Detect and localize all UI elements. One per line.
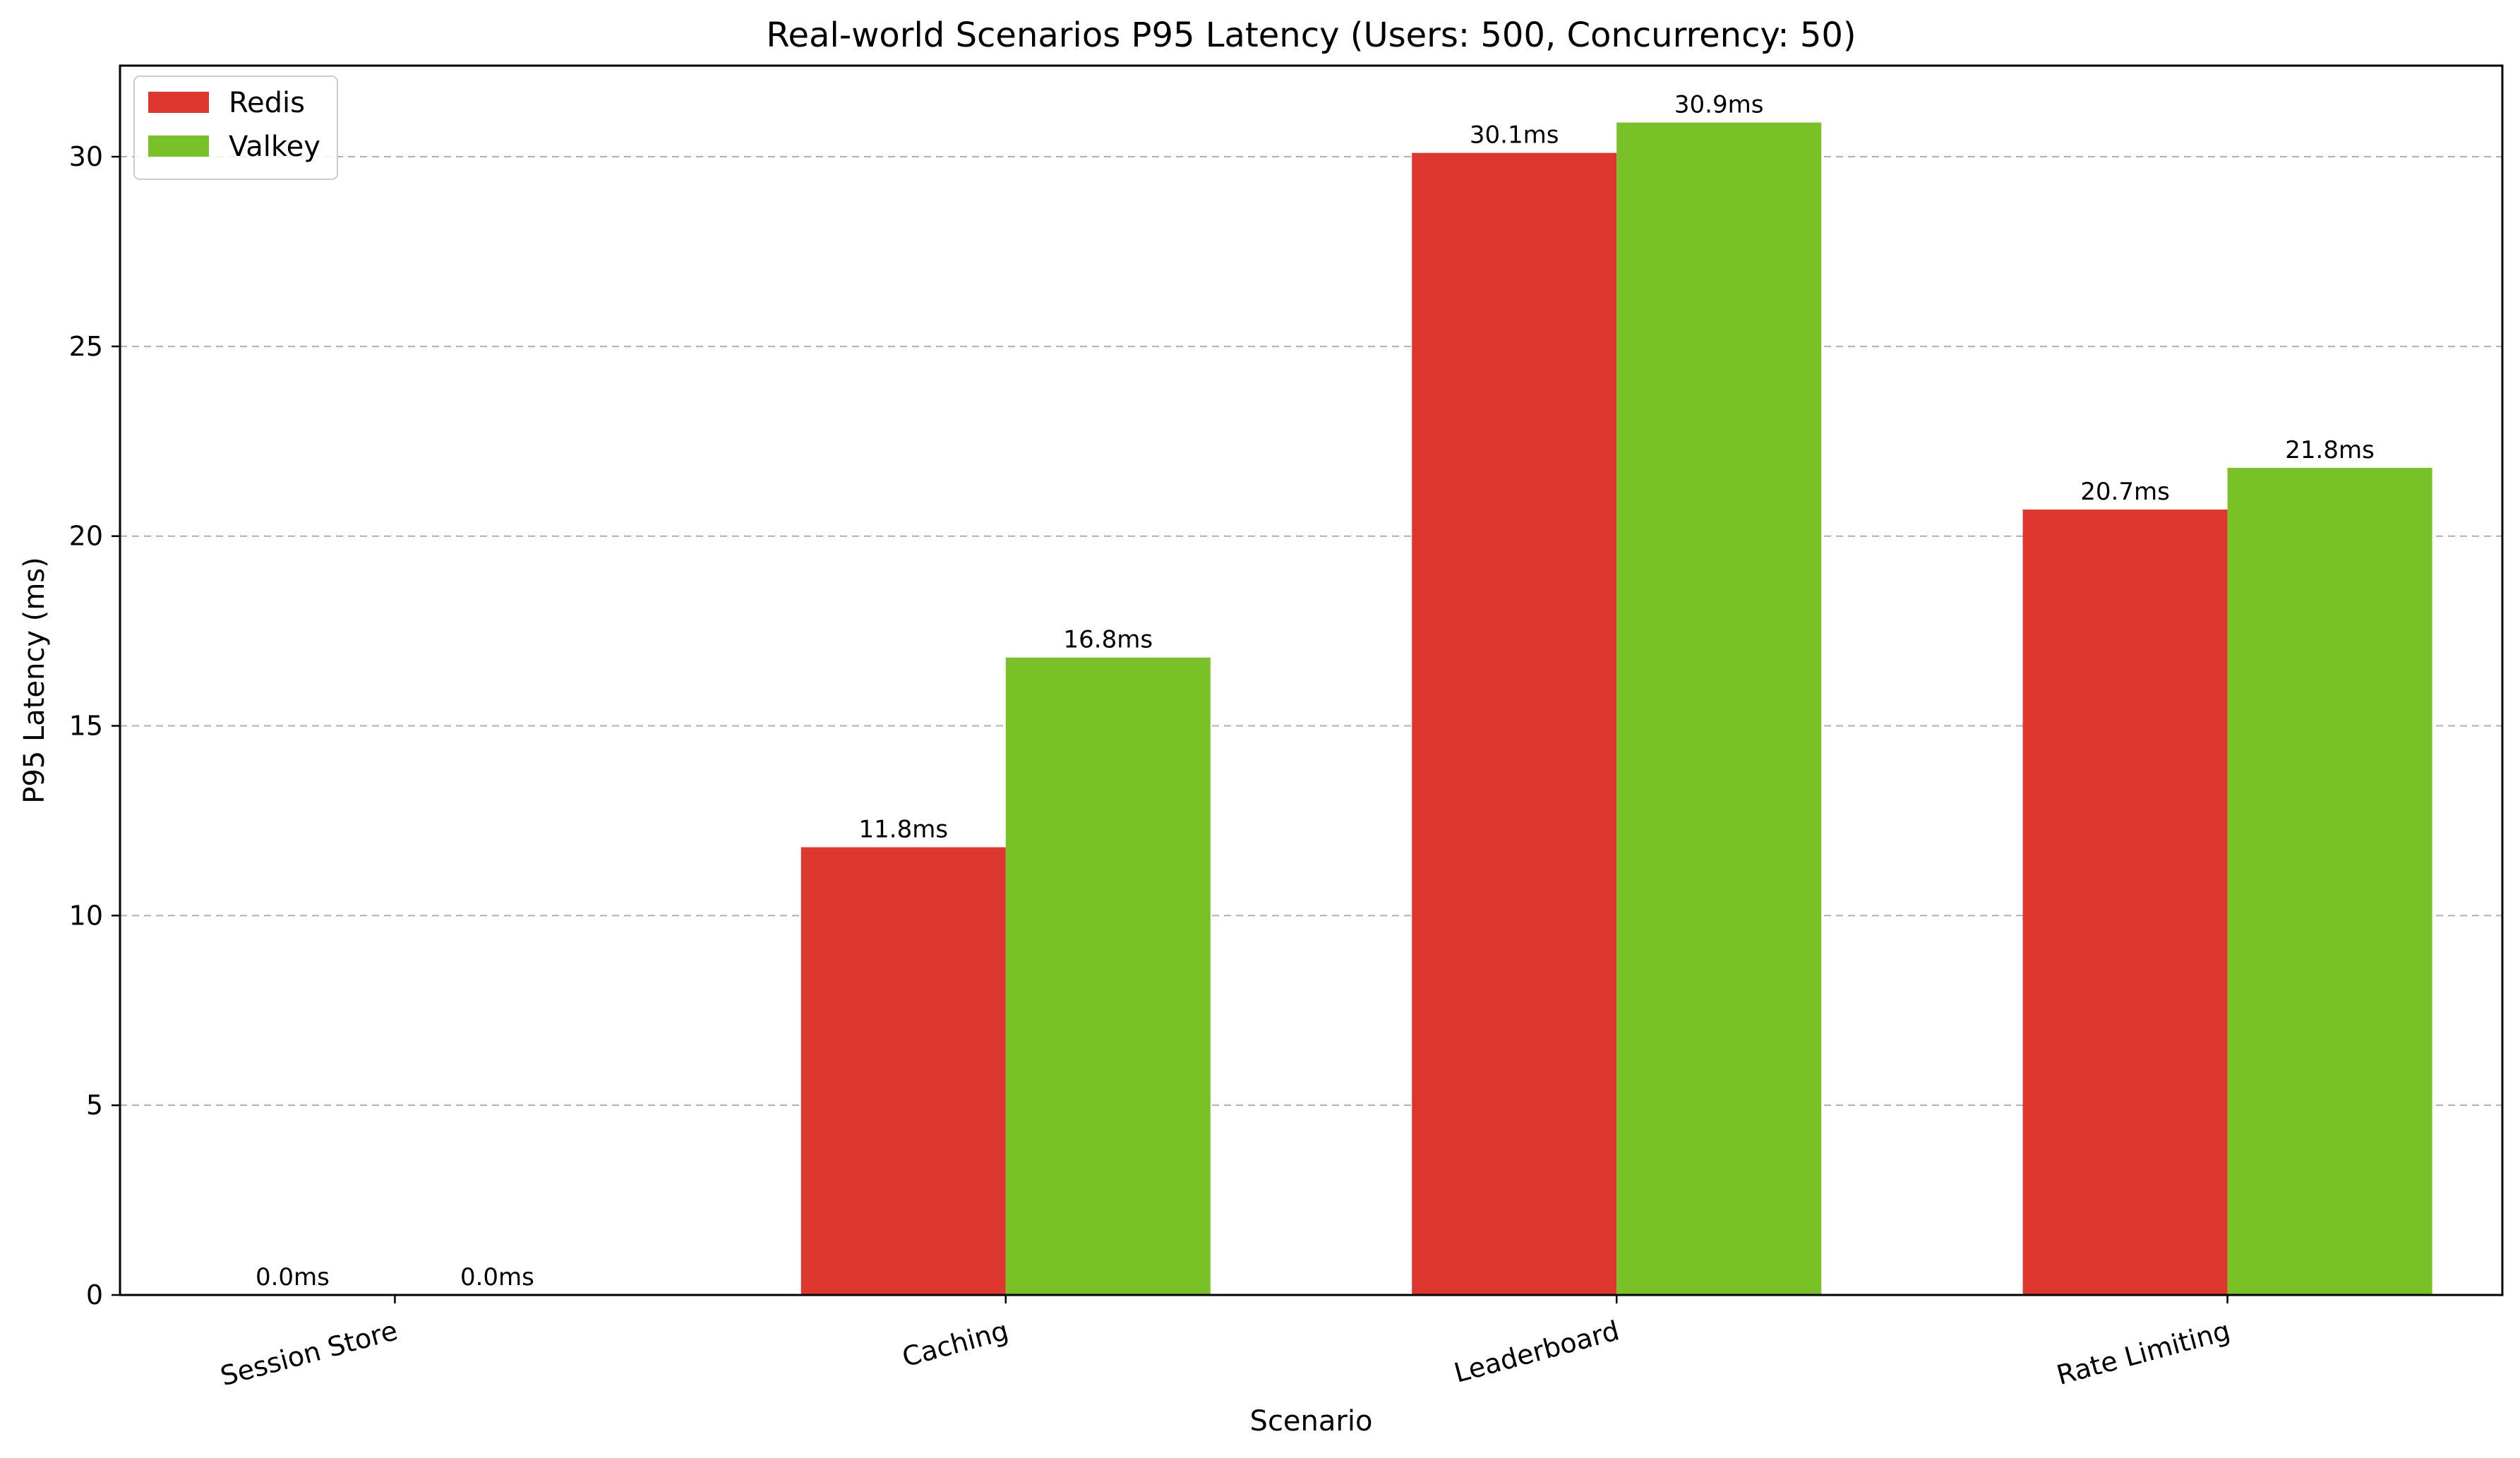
legend-swatch-valkey	[148, 135, 209, 157]
y-tick-label: 15	[69, 711, 103, 742]
y-tick-label: 25	[69, 331, 103, 362]
gridlines	[120, 156, 2502, 1107]
chart-title: Real-world Scenarios P95 Latency (Users:…	[766, 16, 1856, 55]
y-tick-label: 10	[69, 900, 103, 931]
legend-label-valkey: Valkey	[229, 131, 320, 163]
plot-area	[119, 64, 2504, 1296]
bar-valkey-caching	[1005, 657, 1211, 1295]
bar-valkey-leaderboard	[1616, 122, 1822, 1295]
bar-valkey-rate-limiting	[2227, 467, 2432, 1295]
y-tick-label: 0	[86, 1279, 103, 1311]
data-label: 0.0ms	[256, 1263, 330, 1291]
data-label: 16.8ms	[1064, 626, 1153, 654]
bar-redis-caching	[800, 847, 1006, 1295]
y-tick-label: 20	[69, 521, 103, 552]
bar-redis-leaderboard	[1412, 152, 1617, 1295]
data-label: 0.0ms	[460, 1263, 534, 1291]
y-tick-label: 5	[86, 1090, 103, 1121]
data-label: 30.9ms	[1674, 91, 1764, 119]
bar-redis-rate-limiting	[2022, 510, 2228, 1295]
data-labels: 0.0ms 0.0ms 11.8ms 16.8ms 30.1ms 30.9ms 20.7ms…	[256, 91, 2375, 1291]
legend-label-redis: Redis	[229, 87, 305, 119]
data-label: 21.8ms	[2285, 436, 2375, 464]
data-label: 30.1ms	[1470, 121, 1559, 150]
bars	[800, 122, 2432, 1295]
data-label: 20.7ms	[2080, 478, 2170, 506]
data-label: 11.8ms	[859, 816, 949, 844]
y-axis-label: P95 Latency (ms)	[18, 557, 51, 804]
y-tick-label: 30	[69, 141, 103, 172]
x-axis-label: Scenario	[1250, 1405, 1373, 1438]
legend-swatch-redis	[148, 92, 209, 113]
legend: Redis Valkey	[133, 76, 338, 180]
